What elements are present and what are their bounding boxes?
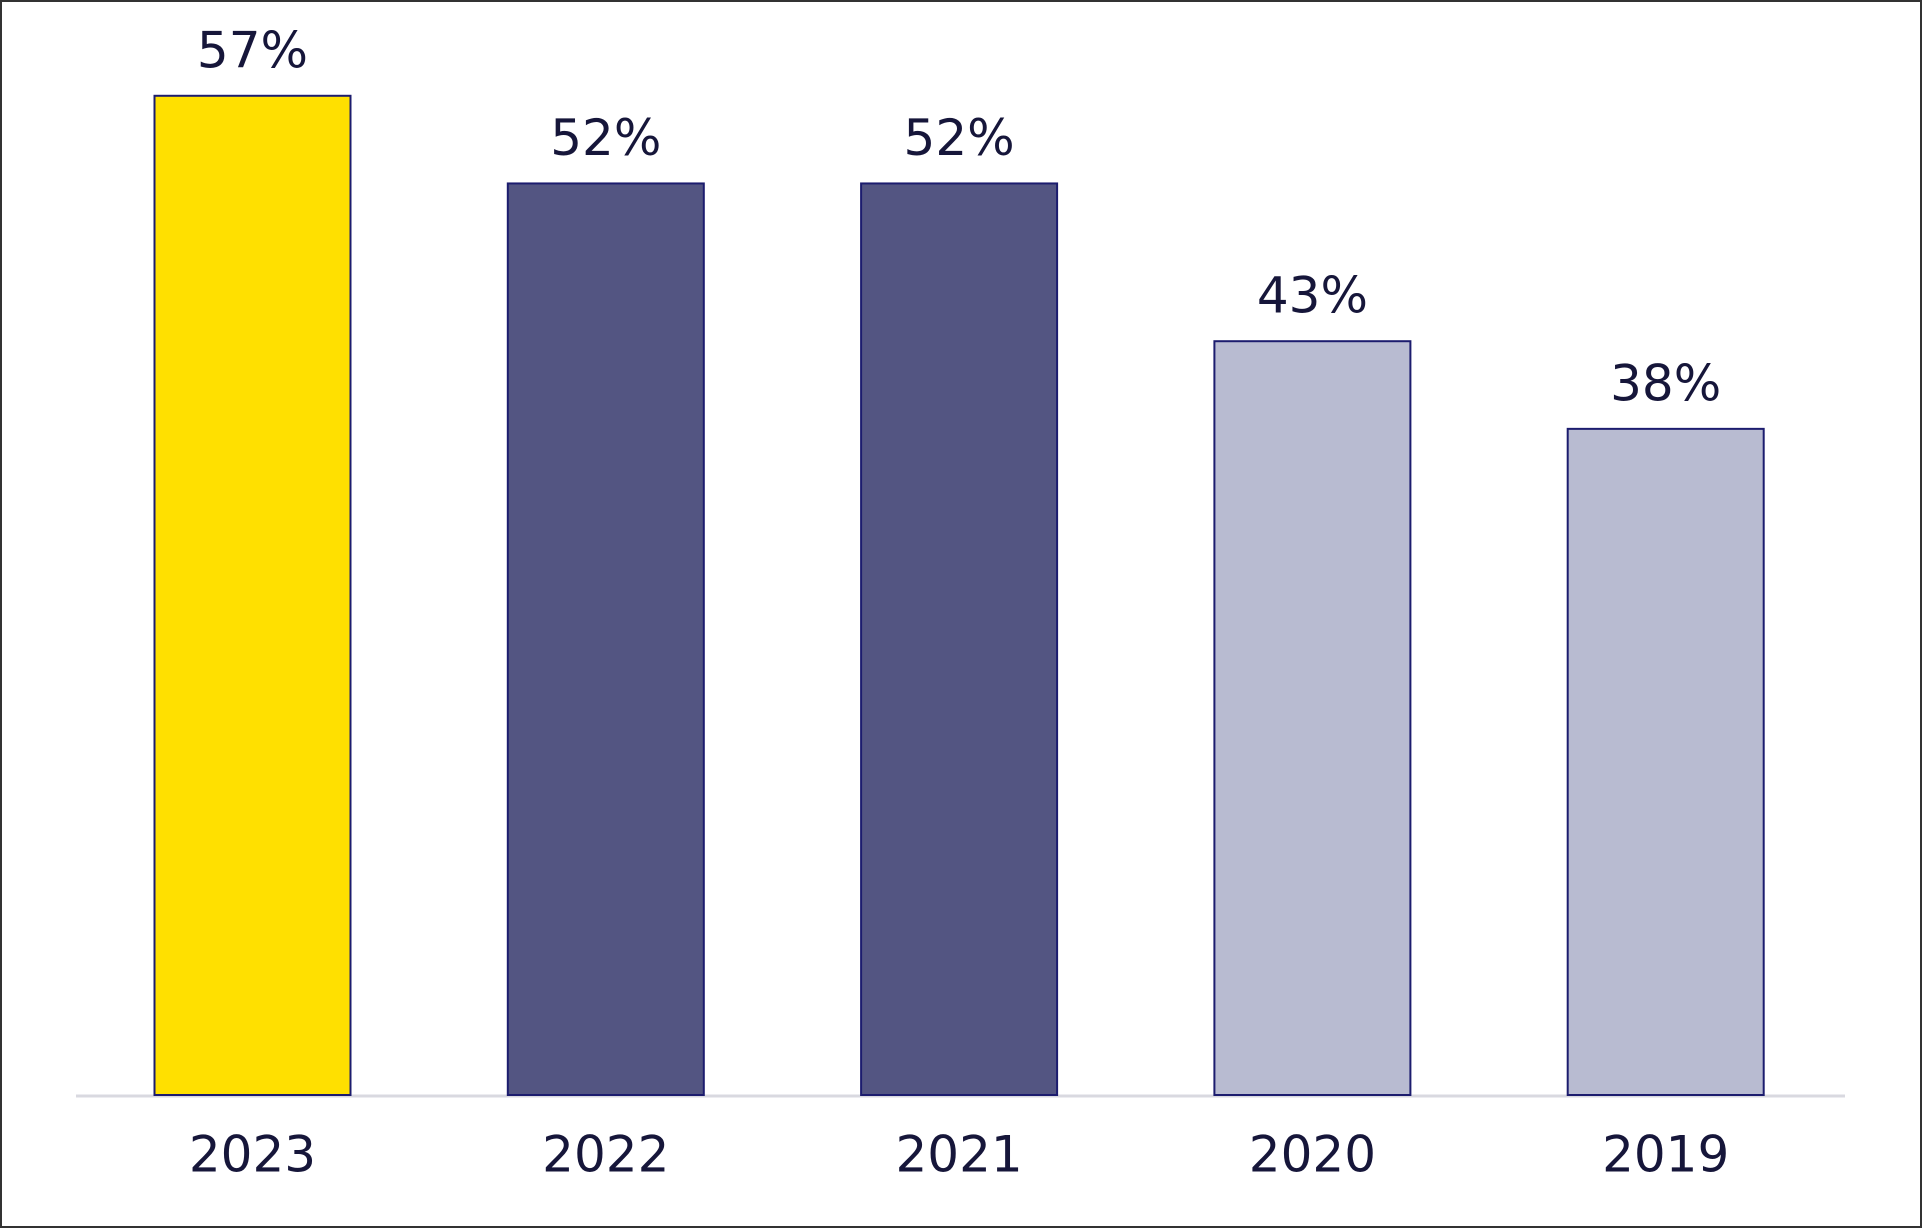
value-label: 52% [904,109,1015,167]
bar [1566,427,1765,1096]
x-tick-label: 2020 [1249,1126,1376,1184]
x-tick-label: 2021 [895,1126,1022,1184]
value-label: 52% [550,109,661,167]
value-label: 57% [197,21,308,79]
x-tick-label: 2023 [189,1126,316,1184]
bar [860,182,1059,1096]
value-label: 43% [1257,267,1368,325]
value-label: 38% [1610,354,1721,412]
bar [506,182,705,1096]
x-tick-label: 2022 [542,1126,669,1184]
bar [1213,340,1412,1096]
x-tick-label: 2019 [1602,1126,1729,1184]
bar [153,94,352,1097]
